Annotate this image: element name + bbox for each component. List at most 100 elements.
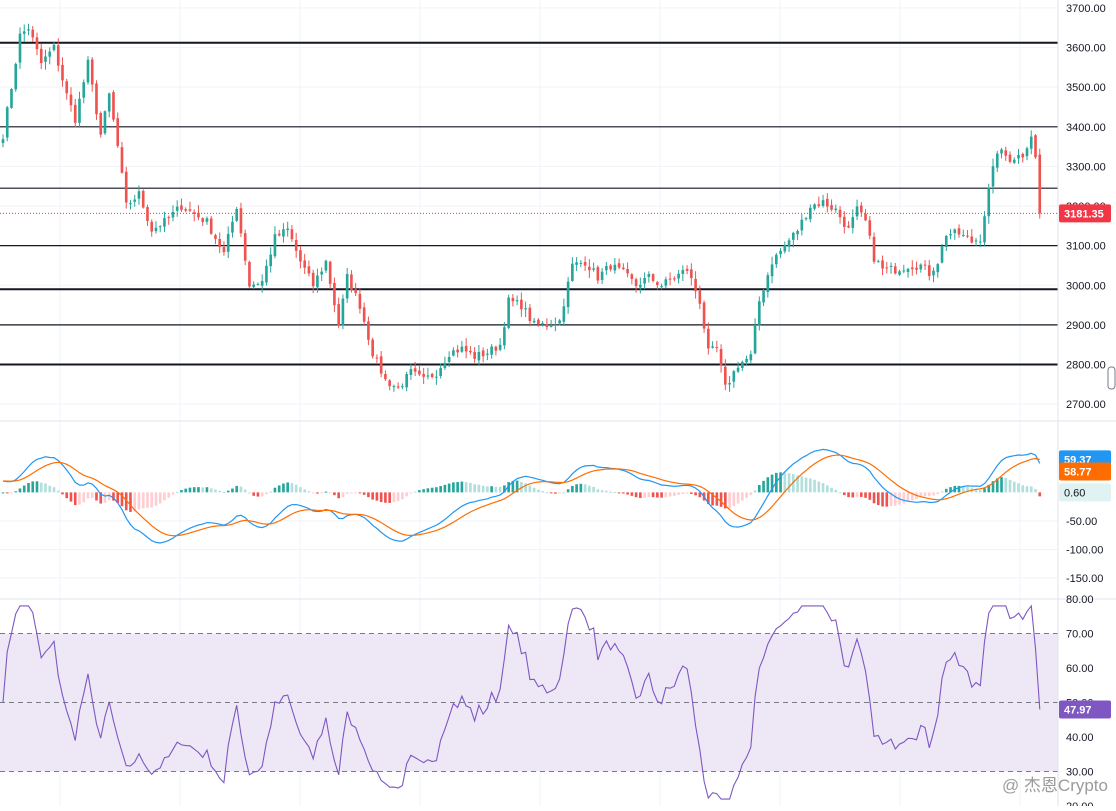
macd-histogram-bar <box>511 480 515 493</box>
macd-histogram-bar <box>651 492 655 498</box>
candle-body <box>192 212 196 214</box>
candle-body <box>796 231 799 235</box>
rsi-band <box>0 633 1058 772</box>
candle-body <box>1025 148 1029 157</box>
signal-value-badge: 58.77 <box>1064 466 1092 478</box>
candle-body <box>299 250 302 262</box>
candle-body <box>22 31 26 34</box>
candle-body <box>473 351 476 359</box>
candle-body <box>141 190 145 208</box>
candle-body <box>1038 154 1042 214</box>
candle-body <box>316 275 319 288</box>
macd-histogram-bar <box>1021 485 1025 493</box>
macd-histogram-bar <box>1017 483 1020 493</box>
candle-body <box>146 207 149 221</box>
macd-histogram-bar <box>82 492 86 503</box>
candle-body <box>893 266 897 274</box>
macd-histogram-bar <box>256 492 260 497</box>
macd-histogram-bar <box>460 481 464 493</box>
candle-body <box>949 234 952 236</box>
candle-body <box>656 282 659 285</box>
macd-histogram-bar <box>770 474 774 493</box>
macd-histogram-bar <box>762 480 765 493</box>
candle-body <box>345 274 349 299</box>
macd-histogram-bar <box>949 487 952 493</box>
macd-histogram-bar <box>813 479 816 493</box>
macd-histogram-bar <box>18 488 22 493</box>
macd-histogram-bar <box>825 485 829 493</box>
macd-histogram-bar <box>371 492 374 500</box>
candle-body <box>940 246 944 263</box>
candle-body <box>549 326 553 328</box>
horizontal-levels <box>0 41 1058 366</box>
candle-body <box>52 44 56 51</box>
candle-body <box>881 260 884 269</box>
macd-histogram-bar <box>596 489 600 493</box>
candle-body <box>1004 150 1008 156</box>
candle-body <box>282 229 285 237</box>
macd-histogram-bar <box>252 492 256 496</box>
macd-histogram-bar <box>222 491 226 493</box>
candle-body <box>107 93 111 112</box>
candle-body <box>396 386 400 388</box>
macd-histogram-bar <box>804 477 808 493</box>
candle-body <box>460 346 464 352</box>
rsi-tick-label: 40.00 <box>1066 732 1094 744</box>
macd-histogram-bar <box>660 492 663 498</box>
price-tick-label: 2800.00 <box>1066 360 1106 372</box>
rsi-tick-label: 30.00 <box>1066 767 1094 779</box>
macd-histogram-bar <box>838 492 842 494</box>
macd-histogram-bar <box>545 492 549 494</box>
macd-histogram-bar <box>588 485 591 493</box>
macd-histogram-bar <box>137 492 141 510</box>
candle-body <box>252 284 256 287</box>
price-tick-label: 3400.00 <box>1066 122 1106 134</box>
macd-histogram-bar <box>957 485 961 493</box>
candle-body <box>966 235 969 237</box>
macd-histogram-bar <box>56 490 60 493</box>
candle-body <box>664 279 668 286</box>
macd-histogram-bar <box>141 492 145 509</box>
candle-body <box>184 209 188 211</box>
macd-histogram-bar <box>732 492 736 507</box>
macd-histogram-bar <box>78 492 81 505</box>
candle-body <box>452 350 455 356</box>
macd-histogram-bar <box>834 489 838 493</box>
candle-body <box>596 267 600 281</box>
macd-histogram-bar <box>443 484 447 493</box>
macd-histogram-bar <box>609 491 612 493</box>
candle-body <box>158 226 162 228</box>
candle-body <box>830 205 833 210</box>
candle-body <box>987 187 991 217</box>
candle-body <box>214 235 217 239</box>
macd-histogram-bar <box>876 492 880 506</box>
candle-body <box>660 286 663 288</box>
macd-histogram-bar <box>541 491 544 493</box>
macd-histogram-bar <box>779 472 782 493</box>
candle-body <box>294 239 298 251</box>
macd-histogram-bar <box>375 492 379 501</box>
candle-body <box>375 357 379 359</box>
macd-histogram-bar <box>855 492 859 497</box>
macd-histogram-bar <box>605 490 608 493</box>
macd-histogram-bar <box>579 483 583 493</box>
macd-histogram-bar <box>745 492 748 498</box>
macd-histogram-bar <box>192 487 196 493</box>
candle-body <box>439 368 442 377</box>
candle-body <box>86 59 90 83</box>
price-tick-label: 3300.00 <box>1066 161 1106 173</box>
candle-body <box>171 211 175 218</box>
macd-histogram-bar <box>617 492 621 494</box>
candle-body <box>311 272 315 287</box>
macd-histogram-bar <box>575 484 578 493</box>
macd-histogram-bar <box>749 492 753 496</box>
macd-histogram-bar <box>324 491 328 493</box>
macd-histogram-bar <box>5 492 9 494</box>
candle-body <box>494 346 498 351</box>
macd-histogram-bar <box>158 492 162 504</box>
candle-body <box>409 369 413 376</box>
candle-body <box>698 290 702 304</box>
macd-histogram-bar <box>902 492 906 504</box>
